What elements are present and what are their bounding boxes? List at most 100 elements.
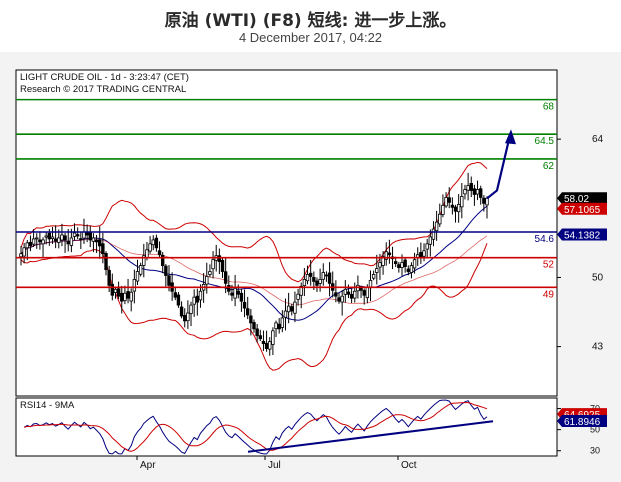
candle-body	[463, 189, 467, 195]
candle-body	[239, 292, 244, 302]
candle-body	[450, 204, 455, 208]
x-axis-label: Jul	[268, 460, 281, 471]
candle-body	[286, 305, 291, 313]
candle-body	[154, 237, 159, 249]
candle-body	[151, 239, 155, 246]
candle-body	[126, 291, 130, 299]
candle-body	[123, 292, 127, 302]
candle-body	[176, 294, 181, 306]
candle-body	[406, 268, 410, 272]
candle-body	[211, 259, 215, 270]
candle-body	[227, 285, 231, 292]
candle-body	[283, 310, 288, 318]
candle-body	[252, 322, 256, 330]
candle-body	[444, 197, 448, 207]
candle-body	[223, 271, 228, 284]
candle-body	[469, 183, 473, 191]
candle-body	[312, 277, 316, 282]
price-axis-label: 64	[592, 134, 604, 145]
source-label: Research © 2017 TRADING CENTRAL	[20, 84, 186, 95]
candle-body	[25, 242, 29, 249]
candle-body	[129, 291, 133, 302]
candle-body	[88, 232, 92, 241]
price-tag-label: 57.1065	[564, 205, 601, 216]
candle-body	[472, 188, 477, 195]
moving-average-line	[20, 205, 488, 321]
candle-body	[460, 196, 464, 208]
candle-body	[255, 328, 259, 337]
candle-body	[57, 237, 61, 243]
candle-body	[299, 285, 303, 296]
candle-body	[38, 239, 42, 243]
candle-body	[293, 301, 297, 314]
candle-body	[438, 213, 442, 225]
candle-body	[167, 275, 171, 286]
candle-body	[264, 342, 269, 349]
candle-body	[375, 268, 379, 273]
candle-body	[44, 235, 48, 238]
candle-body	[387, 252, 392, 256]
rsi-label: RSI14 - 9MA	[20, 400, 75, 411]
candle-body	[183, 314, 187, 322]
price-axis-label: 50	[592, 272, 604, 283]
candle-body	[246, 308, 250, 316]
candle-body	[479, 188, 483, 198]
candle-body	[384, 251, 388, 260]
candle-body	[230, 292, 234, 296]
candle-body	[261, 340, 266, 345]
candle-body	[482, 197, 486, 204]
candle-body	[160, 254, 165, 266]
level-label: 62	[543, 161, 555, 172]
candle-body	[135, 271, 140, 282]
candle-body	[198, 290, 203, 301]
candle-body	[195, 295, 200, 303]
candle-body	[434, 221, 439, 232]
rsi-axis-label: 50	[590, 425, 600, 435]
bollinger-lower-band	[20, 243, 488, 371]
candle-body	[82, 231, 86, 239]
rsi-tag	[557, 414, 607, 427]
candle-body	[305, 274, 310, 282]
candle-body	[280, 317, 285, 328]
candle-body	[50, 236, 55, 240]
candle-body	[321, 272, 325, 280]
candle-body	[19, 253, 23, 258]
candle-body	[116, 288, 121, 297]
candle-body	[258, 335, 262, 340]
candle-body	[475, 189, 480, 195]
candle-body	[53, 238, 58, 242]
candle-body	[98, 239, 102, 247]
candle-body	[274, 322, 278, 330]
candle-body	[63, 235, 67, 241]
bollinger-upper-band	[20, 161, 488, 283]
candle-body	[107, 269, 111, 286]
candle-body	[157, 250, 162, 256]
candle-body	[233, 287, 237, 299]
price-tag	[557, 228, 607, 241]
candle-body	[337, 297, 341, 302]
candle-body	[104, 253, 108, 270]
candle-body	[359, 287, 363, 291]
candle-body	[28, 241, 33, 247]
candle-body	[353, 290, 357, 299]
candle-body	[431, 228, 436, 240]
candle-body	[22, 247, 26, 257]
candle-body	[453, 206, 458, 212]
candle-body	[189, 304, 193, 314]
candle-body	[308, 272, 313, 277]
candle-body	[302, 279, 307, 287]
candle-body	[409, 265, 414, 273]
candle-body	[41, 239, 45, 245]
candle-body	[35, 237, 39, 240]
candle-body	[220, 259, 225, 272]
page-title: 原油 (WTI) (F8) 短线: 进一步上涨。	[164, 11, 457, 31]
level-label: 52	[543, 260, 555, 271]
candle-body	[268, 341, 272, 350]
candle-body	[428, 236, 433, 245]
level-label: 64.5	[535, 136, 555, 147]
price-tag	[557, 192, 607, 205]
candle-body	[242, 301, 247, 309]
rsi-ma-line	[23, 402, 488, 452]
candle-body	[164, 265, 168, 276]
candle-body	[318, 279, 322, 284]
